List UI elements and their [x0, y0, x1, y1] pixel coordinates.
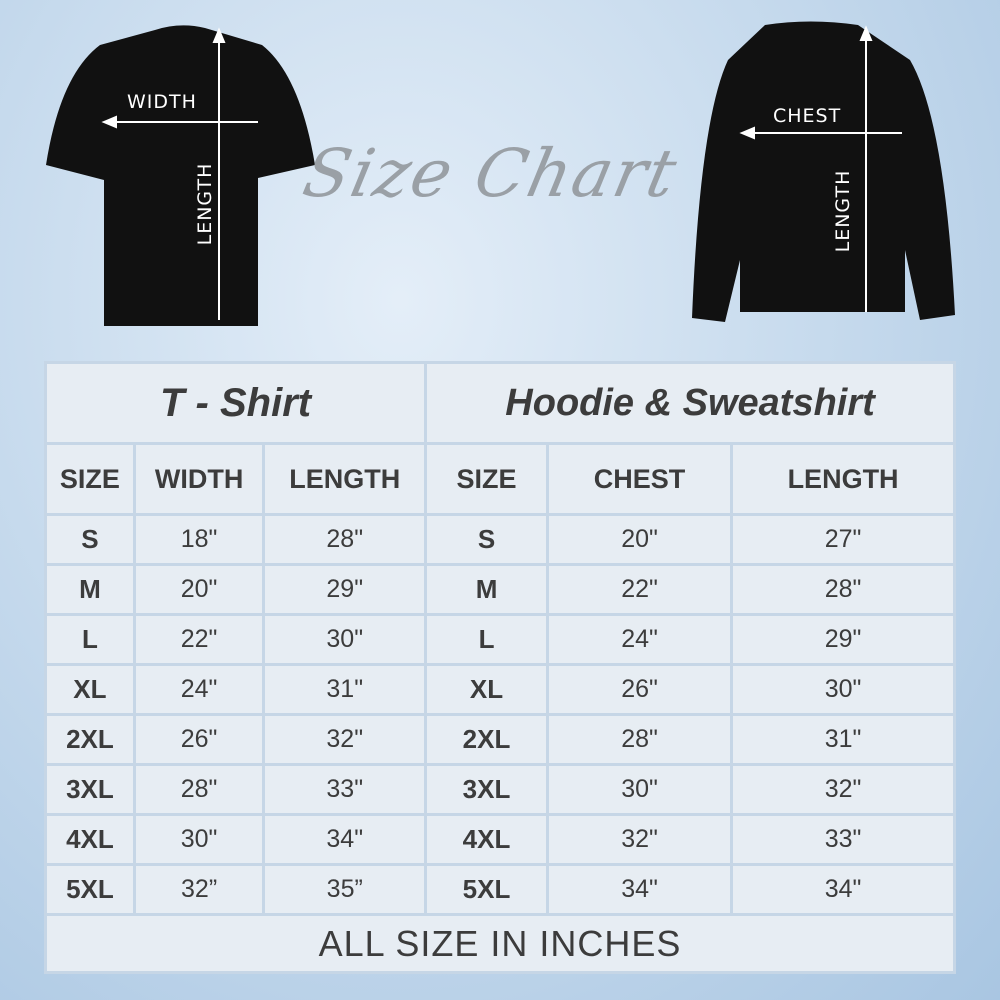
measurement-cell: 30" — [265, 616, 425, 663]
table-row: 4XL 30" 34" 4XL 32" 33" — [47, 816, 953, 863]
measurement-cell: 26" — [548, 666, 731, 713]
size-cell: 2XL — [427, 716, 546, 763]
size-cell: L — [427, 616, 546, 663]
tshirt-table-title: T - Shirt — [47, 364, 425, 442]
measurement-cell: 34" — [265, 816, 425, 863]
column-header: SIZE — [47, 445, 133, 513]
table-row: S 18" 28" S 20" 27" — [47, 516, 953, 563]
column-header: WIDTH — [135, 445, 263, 513]
table-row: XL 24" 31" XL 26" 30" — [47, 666, 953, 713]
size-cell: M — [427, 566, 546, 613]
measurement-cell: 20" — [548, 516, 731, 563]
tshirt-length-label: LENGTH — [194, 162, 216, 246]
chest-label: CHEST — [773, 105, 842, 127]
tshirt-image — [46, 25, 315, 327]
table-row: 5XL 32” 35” 5XL 34" 34" — [47, 866, 953, 913]
size-cell: XL — [47, 666, 133, 713]
measurement-cell: 32" — [548, 816, 731, 863]
measurement-cell: 24" — [135, 666, 263, 713]
size-cell: M — [47, 566, 133, 613]
sweatshirt-image — [692, 21, 955, 322]
garment-illustrations — [46, 21, 955, 327]
measurement-cell: 34" — [548, 866, 731, 913]
size-cell: 3XL — [47, 766, 133, 813]
measurement-cell: 32" — [733, 766, 953, 813]
measurement-cell: 32" — [265, 716, 425, 763]
measurement-cell: 33" — [265, 766, 425, 813]
column-header: LENGTH — [733, 445, 953, 513]
table-row: L 22" 30" L 24" 29" — [47, 616, 953, 663]
measurement-cell: 20" — [135, 566, 263, 613]
measurement-cell: 30" — [135, 816, 263, 863]
width-label: WIDTH — [127, 91, 197, 113]
measurement-cell: 24" — [548, 616, 731, 663]
size-cell: 4XL — [427, 816, 546, 863]
measurement-cell: 22" — [135, 616, 263, 663]
measurement-cell: 27" — [733, 516, 953, 563]
measurement-cell: 30" — [733, 666, 953, 713]
measurement-cell: 35” — [265, 866, 425, 913]
size-cell: S — [47, 516, 133, 563]
column-header: CHEST — [548, 445, 731, 513]
sweatshirt-length-label: LENGTH — [832, 169, 854, 253]
size-cell: XL — [427, 666, 546, 713]
hoodie-table-title: Hoodie & Sweatshirt — [427, 364, 953, 442]
size-cell: 5XL — [47, 866, 133, 913]
measurement-cell: 34" — [733, 866, 953, 913]
measurement-cell: 22" — [548, 566, 731, 613]
measurement-cell: 28" — [135, 766, 263, 813]
measurement-cell: 29" — [733, 616, 953, 663]
size-cell: S — [427, 516, 546, 563]
measurement-cell: 18" — [135, 516, 263, 563]
size-cell: 2XL — [47, 716, 133, 763]
size-cell: L — [47, 616, 133, 663]
measurement-cell: 28" — [265, 516, 425, 563]
measurement-cell: 29" — [265, 566, 425, 613]
measurement-cell: 31" — [733, 716, 953, 763]
size-cell: 3XL — [427, 766, 546, 813]
table-row: M 20" 29" M 22" 28" — [47, 566, 953, 613]
size-cell: 5XL — [427, 866, 546, 913]
table-row: 3XL 28" 33" 3XL 30" 32" — [47, 766, 953, 813]
footer-note: ALL SIZE IN INCHES — [47, 916, 953, 971]
measurement-cell: 32” — [135, 866, 263, 913]
measurement-cell: 28" — [548, 716, 731, 763]
size-chart-title: Size Chart — [296, 135, 685, 212]
measurement-cell: 26" — [135, 716, 263, 763]
measurement-cell: 30" — [548, 766, 731, 813]
measurement-cell: 28" — [733, 566, 953, 613]
column-header: SIZE — [427, 445, 546, 513]
size-table: T - Shirt Hoodie & Sweatshirt SIZE WIDTH L… — [44, 361, 956, 974]
measurement-cell: 33" — [733, 816, 953, 863]
measurement-cell: 31" — [265, 666, 425, 713]
table-row: 2XL 26" 32" 2XL 28" 31" — [47, 716, 953, 763]
size-cell: 4XL — [47, 816, 133, 863]
column-header: LENGTH — [265, 445, 425, 513]
